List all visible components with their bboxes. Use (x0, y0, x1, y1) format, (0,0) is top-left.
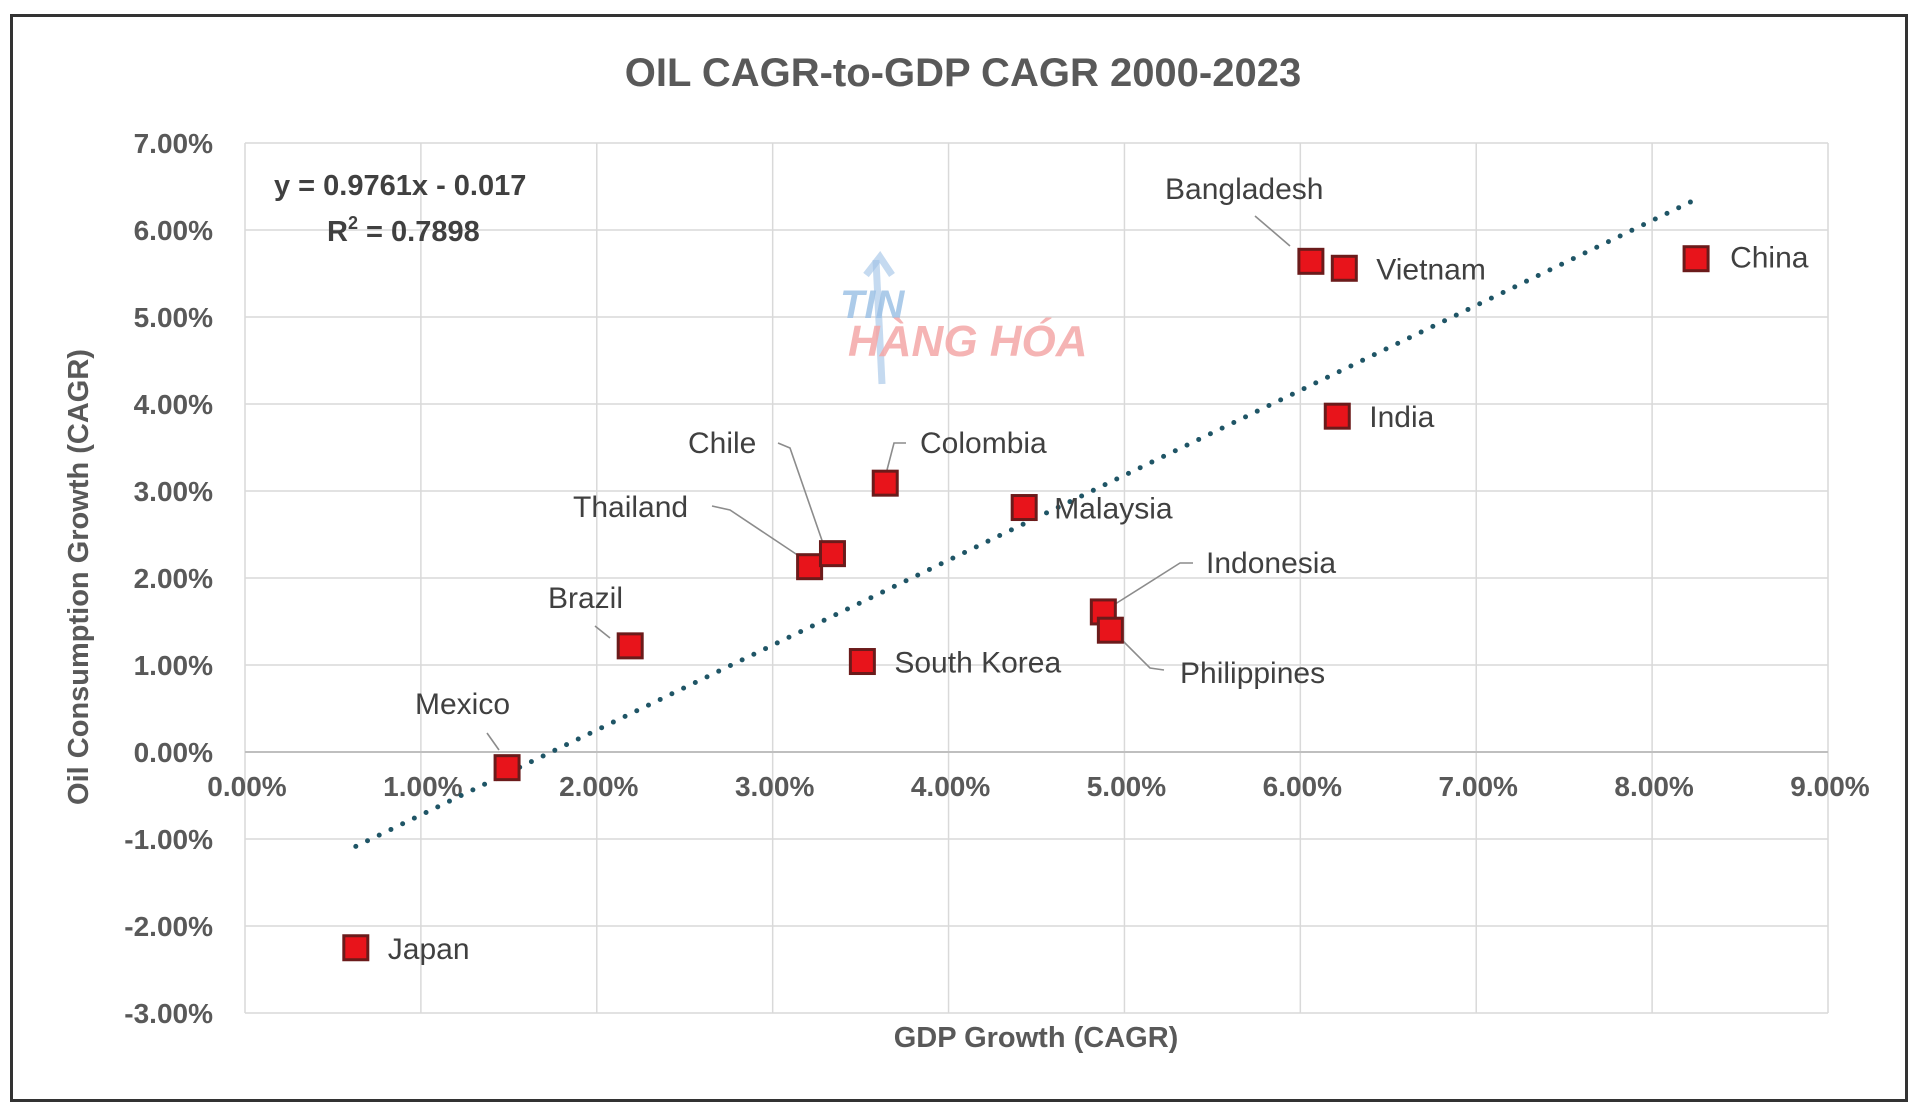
y-tick-label: 7.00% (134, 128, 213, 159)
marker-thailand (796, 553, 824, 581)
marker-japan (342, 934, 370, 962)
leader-lines (486, 215, 1291, 751)
leader-chile (777, 442, 827, 553)
data-points (342, 245, 1710, 962)
watermark-arrow (872, 259, 886, 385)
x-tick-label: 0.00% (207, 771, 286, 802)
leader-brazil (594, 625, 611, 639)
y-tick-label: 2.00% (134, 563, 213, 594)
x-tick-label: 7.00% (1439, 771, 1518, 802)
watermark-arrow-head (863, 251, 895, 278)
marker-malaysia (1010, 494, 1038, 522)
x-tick-label: 3.00% (735, 771, 814, 802)
y-tick-label: 3.00% (134, 476, 213, 507)
x-tick-label: 4.00% (911, 771, 990, 802)
marker-brazil (616, 632, 644, 660)
r-squared-exponent: 2 (348, 213, 358, 233)
point-label-malaysia: Malaysia (1054, 493, 1173, 526)
r-squared-label: R (327, 216, 348, 248)
leader-thailand (711, 505, 803, 559)
point-label-chile: Chile (688, 427, 756, 460)
y-axis-title: Oil Consumption Growth (CAGR) (63, 349, 95, 805)
point-label-south-korea: South Korea (894, 647, 1061, 680)
x-tick-label: 6.00% (1263, 771, 1342, 802)
x-tick-label: 8.00% (1614, 771, 1693, 802)
point-label-brazil: Brazil (548, 582, 623, 615)
y-tick-label: 6.00% (134, 215, 213, 246)
marker-colombia (871, 469, 899, 497)
x-tick-label: 2.00% (559, 771, 638, 802)
point-label-bangladesh: Bangladesh (1165, 173, 1323, 206)
y-tick-label: 5.00% (134, 302, 213, 333)
marker-mexico (493, 754, 521, 782)
watermark-line2: HÀNG HÓA (848, 316, 1088, 366)
point-label-colombia: Colombia (920, 427, 1047, 460)
marker-philippines (1096, 616, 1124, 644)
y-tick-label: -3.00% (124, 998, 213, 1029)
point-label-philippines: Philippines (1180, 657, 1325, 690)
leader-colombia (886, 442, 906, 471)
point-label-mexico: Mexico (415, 688, 510, 721)
leader-mexico (486, 732, 500, 751)
x-axis-title: GDP Growth (CAGR) (894, 1022, 1179, 1054)
trendline (353, 196, 1699, 849)
tick-labels: 0.00% 1.00% 2.00% 3.00% 4.00% 5.00% 6.00% 7.00%… (124, 128, 1870, 1029)
point-label-indonesia: Indonesia (1206, 547, 1336, 580)
gridlines (244, 142, 1829, 1014)
r-squared: R2 = 0.7898 (327, 213, 480, 248)
marker-south-korea (848, 648, 876, 676)
leader-indonesia (1111, 562, 1193, 607)
point-label-china: China (1730, 242, 1809, 275)
marker-india (1323, 402, 1351, 430)
x-tick-label: 1.00% (383, 771, 462, 802)
trend-equation: y = 0.9761x - 0.017 (274, 170, 526, 202)
y-tick-label: 4.00% (134, 389, 213, 420)
point-label-india: India (1369, 401, 1434, 434)
leader-bangladesh (1254, 215, 1291, 247)
watermark-line1: TIN (840, 283, 906, 327)
y-tick-label: -1.00% (124, 824, 213, 855)
r-squared-value: = 0.7898 (358, 216, 480, 248)
x-tick-label: 5.00% (1087, 771, 1166, 802)
chart-title: OIL CAGR-to-GDP CAGR 2000-2023 (625, 51, 1301, 95)
point-label-thailand: Thailand (573, 491, 688, 524)
point-label-japan: Japan (388, 933, 470, 966)
point-label-vietnam: Vietnam (1376, 253, 1486, 286)
chart-frame (10, 14, 1908, 1102)
marker-vietnam (1330, 254, 1358, 282)
trendline-equation: y = 0.9761x - 0.017 R2 = 0.7898 (274, 170, 526, 248)
watermark: TIN HÀNG HÓA (840, 251, 1088, 385)
y-tick-label: 0.00% (134, 737, 213, 768)
x-tick-label: 9.00% (1790, 771, 1869, 802)
leader-philippines (1117, 635, 1165, 671)
marker-chile (818, 540, 846, 568)
y-tick-label: 1.00% (134, 650, 213, 681)
marker-china (1682, 245, 1710, 273)
marker-bangladesh (1297, 247, 1325, 275)
y-tick-label: -2.00% (124, 911, 213, 942)
